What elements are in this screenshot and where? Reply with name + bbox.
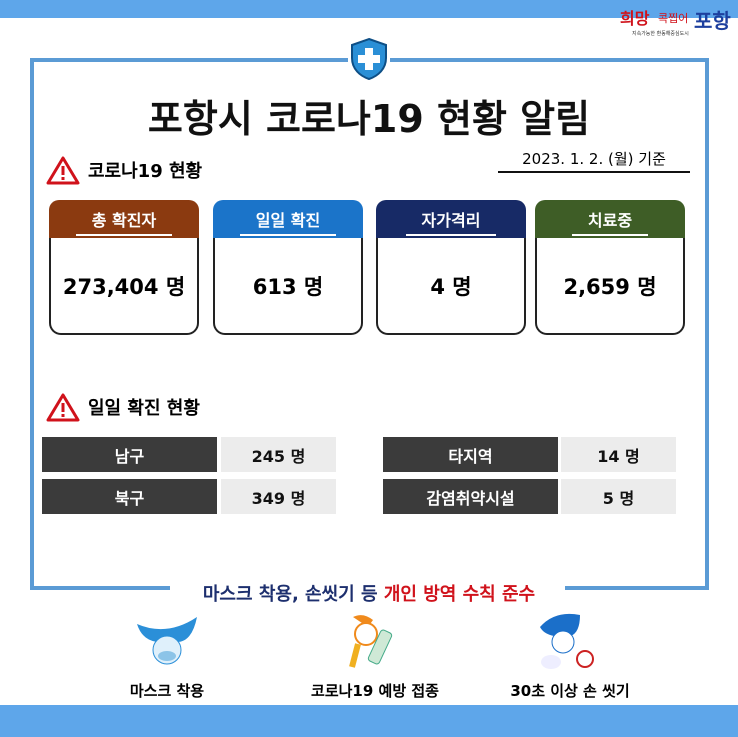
card-value: 273,404 명 bbox=[49, 238, 199, 335]
card-value: 4 명 bbox=[376, 238, 526, 335]
vaccine-mascot-icon bbox=[338, 612, 408, 672]
frame-line bbox=[565, 586, 709, 590]
region-value: 245 명 bbox=[221, 437, 336, 472]
warning-icon bbox=[46, 393, 80, 422]
tip-label: 30초 이상 손 씻기 bbox=[510, 682, 630, 700]
slogan-highlight: 개인 방역 수칙 준수 bbox=[383, 584, 536, 605]
card-value: 2,659 명 bbox=[535, 238, 685, 335]
region-value: 5 명 bbox=[561, 479, 676, 514]
section-title: 코로나19 현황 bbox=[88, 161, 203, 182]
region-label: 북구 bbox=[42, 479, 217, 514]
card-self-quarantine: 자가격리 4 명 bbox=[376, 200, 526, 335]
card-in-treatment: 치료중 2,659 명 bbox=[535, 200, 685, 335]
region-value: 14 명 bbox=[561, 437, 676, 472]
slogan: 마스크 착용, 손씻기 등 개인 방역 수칙 준수 bbox=[0, 580, 738, 606]
svg-text:콕찝어: 콕찝어 bbox=[658, 12, 688, 25]
tip-label: 코로나19 예방 접종 bbox=[311, 682, 439, 700]
date-label: 2023. 1. 2. (월) 기준 bbox=[498, 148, 690, 173]
card-value: 613 명 bbox=[213, 238, 363, 335]
card-total-confirmed: 총 확진자 273,404 명 bbox=[49, 200, 199, 335]
card-daily-confirmed: 일일 확진 613 명 bbox=[213, 200, 363, 335]
svg-text:포항: 포항 bbox=[694, 9, 731, 33]
frame-line bbox=[30, 586, 170, 590]
medical-shield-icon bbox=[348, 36, 390, 82]
section-heading-daily: 일일 확진 현황 bbox=[46, 392, 200, 422]
bottom-banner bbox=[0, 705, 738, 737]
card-label: 일일 확진 bbox=[239, 207, 337, 236]
region-label: 남구 bbox=[42, 437, 217, 472]
card-label: 치료중 bbox=[571, 207, 649, 236]
page-title: 포항시 코로나19 현황 알림 bbox=[147, 97, 591, 141]
card-label: 총 확진자 bbox=[75, 207, 173, 236]
card-label: 자가격리 bbox=[405, 207, 497, 236]
svg-text:지속가능한 환동해중심도시: 지속가능한 환동해중심도시 bbox=[632, 30, 689, 37]
slogan-text: 마스크 착용, 손씻기 등 bbox=[202, 584, 384, 605]
section-heading-status: 코로나19 현황 bbox=[46, 155, 202, 185]
region-label: 감염취약시설 bbox=[383, 479, 558, 514]
svg-text:희망: 희망 bbox=[620, 9, 650, 28]
tip-label: 마스크 착용 bbox=[129, 682, 205, 700]
region-value: 349 명 bbox=[221, 479, 336, 514]
top-banner bbox=[0, 0, 738, 18]
warning-icon bbox=[46, 156, 80, 185]
region-label: 타지역 bbox=[383, 437, 558, 472]
handwash-mascot-icon bbox=[535, 612, 605, 672]
mask-mascot-icon bbox=[132, 612, 202, 672]
section-title: 일일 확진 현황 bbox=[88, 398, 200, 419]
